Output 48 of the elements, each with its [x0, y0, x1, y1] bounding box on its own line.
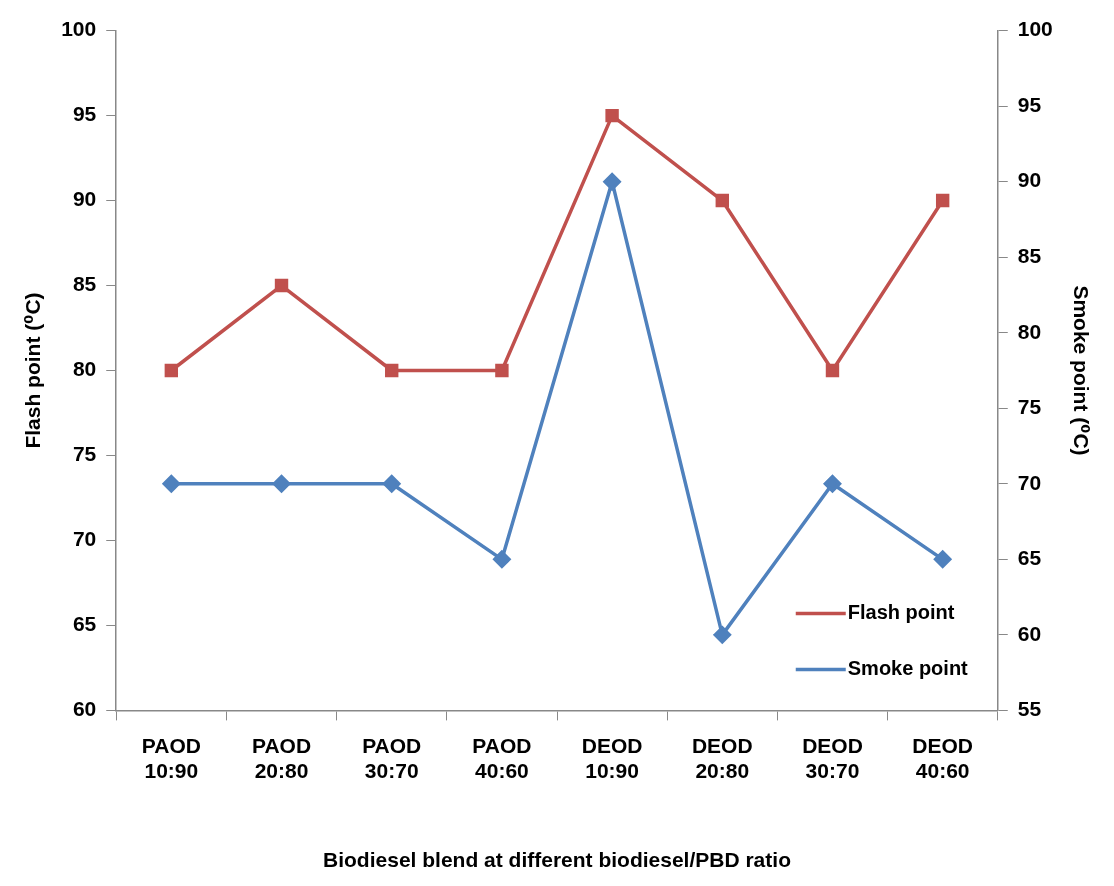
point: [605, 108, 619, 123]
x-tick-label: DEOD 20:80: [691, 733, 753, 782]
x-tick-label: PAOD 30:70: [362, 733, 422, 782]
point: [825, 363, 840, 378]
point: [823, 475, 842, 493]
y2-tick-label: 65: [1017, 546, 1042, 570]
x-tick-label: DEOD 10:90: [581, 733, 643, 782]
y-tick-label: 70: [72, 527, 97, 551]
legend-label: Smoke point: [847, 656, 969, 679]
y-tick-label: 60: [72, 697, 97, 721]
y-tick-label: 95: [72, 102, 97, 126]
y2-tick-label: 60: [1017, 621, 1042, 645]
y-tick-label: 80: [72, 357, 97, 381]
point: [715, 193, 729, 208]
y2-tick-label: 75: [1017, 395, 1042, 419]
y-axis-title: Flash point (⁰C): [21, 292, 45, 449]
point: [164, 363, 179, 378]
point: [162, 475, 181, 493]
y2-tick-label: 85: [1017, 244, 1042, 267]
point: [713, 626, 732, 644]
y2-tick-label: 80: [1017, 319, 1042, 343]
point: [603, 172, 621, 191]
x-tick-label: PAOD 10:90: [141, 733, 201, 782]
x-tick-label: PAOD 20:80: [251, 733, 312, 782]
point: [274, 278, 289, 293]
y-tick-label: 75: [72, 442, 97, 466]
y2-tick-label: 90: [1017, 168, 1042, 192]
point: [382, 475, 401, 493]
y2-tick-label: 70: [1017, 470, 1042, 494]
point: [385, 363, 399, 378]
y-tick-label: 90: [72, 187, 97, 211]
point: [272, 475, 291, 493]
y2-tick-label: 95: [1017, 92, 1042, 116]
y-tick-label: 85: [72, 272, 97, 296]
point: [495, 363, 509, 378]
y2-tick-label: 55: [1017, 697, 1042, 721]
y2-axis-title: Smoke point (⁰C): [1069, 285, 1093, 456]
point: [935, 193, 950, 208]
y2-tick-label: 100: [1017, 17, 1053, 41]
y-tick-label: 65: [72, 612, 97, 636]
x-tick-label: DEOD 30:70: [802, 733, 863, 782]
x-tick-label: DEOD 40:60: [912, 733, 974, 782]
y-tick-label: 100: [61, 17, 97, 41]
x-tick-label: PAOD 40:60: [472, 733, 532, 782]
legend-label: Flash point: [847, 600, 955, 623]
x-axis-title: Biodiesel blend at different biodiesel/PBD ratio: [323, 848, 791, 872]
point: [493, 550, 511, 569]
point: [933, 550, 952, 569]
